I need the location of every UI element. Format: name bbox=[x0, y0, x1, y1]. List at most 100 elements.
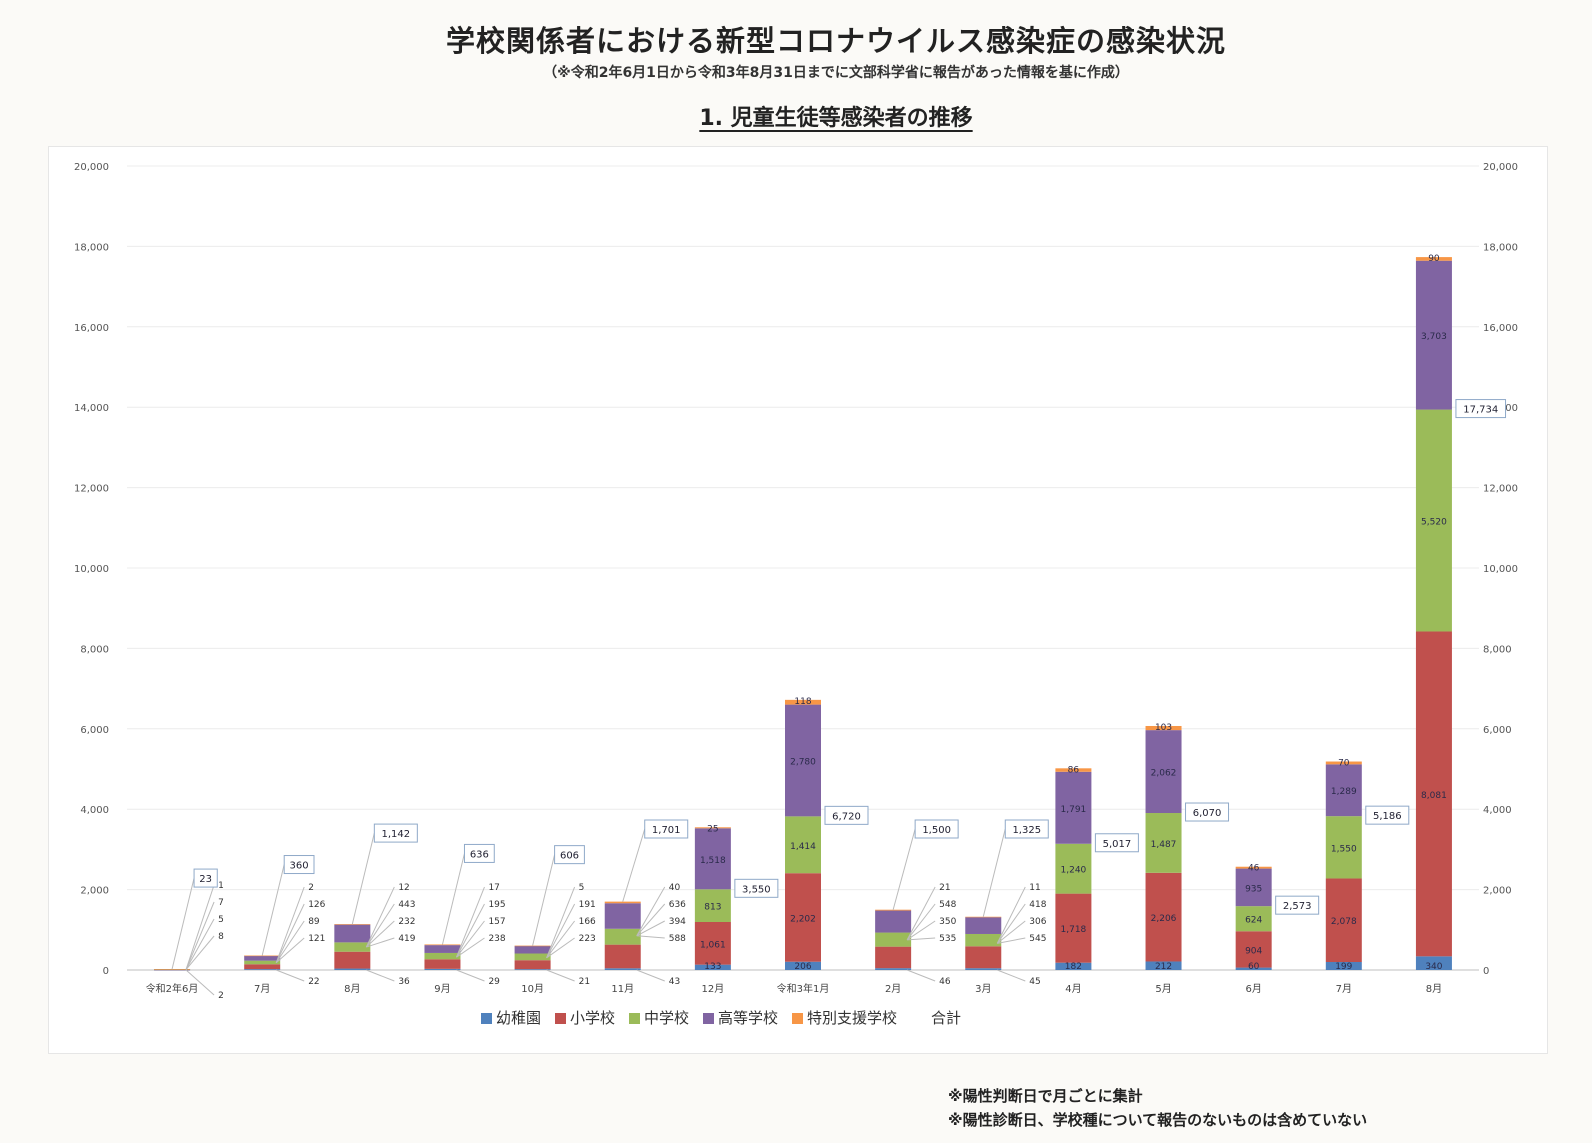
x-tick-label: 令和3年1月 bbox=[777, 982, 830, 995]
segment-value-label: 1,487 bbox=[1151, 840, 1177, 850]
leader-line bbox=[365, 903, 395, 948]
total-label-box bbox=[1185, 802, 1230, 822]
bar-segment bbox=[785, 704, 821, 817]
bar-segment bbox=[334, 924, 371, 943]
bar-segment bbox=[1145, 872, 1182, 962]
x-tick-label: 5月 bbox=[1155, 983, 1171, 995]
segment-value-label: 182 bbox=[1065, 962, 1082, 972]
total-label: 636 bbox=[470, 849, 489, 860]
bar-segment bbox=[334, 942, 371, 952]
y-tick-label-left: 18,000 bbox=[74, 242, 109, 253]
bar-segment bbox=[514, 960, 551, 970]
leader-line bbox=[456, 937, 485, 958]
total-label-box bbox=[1094, 833, 1139, 853]
segment-value-label: 1 bbox=[218, 881, 224, 891]
leader-line bbox=[997, 969, 1026, 982]
bar-segment bbox=[604, 903, 641, 929]
total-label: 606 bbox=[560, 851, 579, 862]
segment-value-label: 535 bbox=[939, 934, 956, 944]
bar-segment bbox=[1145, 813, 1182, 873]
bar-segment bbox=[1055, 893, 1092, 963]
segment-value-label: 29 bbox=[488, 977, 500, 987]
segment-value-label: 350 bbox=[939, 917, 956, 927]
leader-line bbox=[456, 920, 485, 958]
segment-value-label: 2,202 bbox=[790, 914, 816, 924]
total-label: 23 bbox=[199, 874, 212, 885]
footnote-2: ※陽性診断日、学校種について報告のないものは含めていない bbox=[948, 1111, 1368, 1129]
leader-line bbox=[276, 969, 305, 982]
bar-segment bbox=[1235, 866, 1272, 869]
leader-line bbox=[622, 828, 646, 902]
y-tick-label-right: 20,000 bbox=[1483, 162, 1518, 173]
y-tick-label-right: 6,000 bbox=[1483, 725, 1512, 736]
segment-value-label: 5 bbox=[579, 883, 585, 893]
segment-value-label: 1,289 bbox=[1331, 787, 1357, 797]
y-tick-label-left: 6,000 bbox=[80, 725, 109, 736]
bar-segment bbox=[1055, 768, 1092, 772]
y-tick-label-right: 0 bbox=[1483, 966, 1489, 977]
segment-value-label: 2,062 bbox=[1151, 769, 1177, 779]
bar-segment bbox=[1415, 260, 1452, 410]
leader-line bbox=[441, 853, 465, 945]
leader-line bbox=[365, 920, 395, 948]
bar-segment bbox=[785, 816, 821, 874]
bar-segment bbox=[154, 969, 191, 971]
segment-value-label: 103 bbox=[1155, 723, 1172, 733]
page-subtitle: （※令和2年6月1日から令和3年8月31日までに文部科学省に報告があった情報を基… bbox=[543, 65, 1129, 81]
total-label-box bbox=[1365, 805, 1410, 825]
leader-line bbox=[996, 903, 1026, 944]
segment-value-label: 70 bbox=[1338, 759, 1350, 769]
x-tick-label: 9月 bbox=[434, 983, 450, 995]
bar-segment bbox=[1235, 868, 1272, 907]
segment-value-label: 232 bbox=[398, 917, 415, 927]
leader-line bbox=[997, 937, 1026, 944]
leader-line bbox=[351, 832, 375, 925]
segment-value-label: 624 bbox=[1245, 916, 1262, 926]
bar-segment bbox=[1325, 764, 1362, 817]
bar-segment bbox=[424, 945, 461, 953]
total-label-box bbox=[1455, 399, 1507, 419]
y-tick-label-right: 18,000 bbox=[1483, 242, 1518, 253]
leader-line bbox=[185, 884, 215, 970]
bar-segment bbox=[875, 946, 912, 969]
segment-value-label: 195 bbox=[488, 900, 505, 910]
y-tick-label-left: 4,000 bbox=[80, 805, 109, 816]
total-label-box bbox=[914, 819, 959, 839]
segment-value-label: 545 bbox=[1029, 934, 1046, 944]
segment-value-label: 126 bbox=[308, 900, 325, 910]
y-tick-label-right: 2,000 bbox=[1483, 886, 1512, 897]
segment-value-label: 394 bbox=[669, 917, 686, 927]
segment-value-label: 306 bbox=[1029, 917, 1046, 927]
segment-value-label: 86 bbox=[1068, 765, 1080, 775]
bar-segment bbox=[1235, 906, 1272, 932]
y-tick-label-left: 16,000 bbox=[74, 323, 109, 334]
segment-value-label: 813 bbox=[704, 903, 721, 913]
bar-segment bbox=[875, 909, 912, 911]
bar-segment bbox=[785, 699, 821, 705]
section-title-text: 1. 児童生徒等感染者の推移 bbox=[699, 106, 973, 131]
bar-segment bbox=[694, 889, 731, 923]
leader-line bbox=[185, 935, 215, 970]
bar-segment bbox=[604, 968, 641, 970]
segment-value-label: 548 bbox=[939, 900, 956, 910]
bar-segment bbox=[334, 951, 371, 969]
segment-value-label: 1,791 bbox=[1061, 805, 1087, 815]
y-tick-label-left: 8,000 bbox=[80, 644, 109, 655]
segment-value-label: 2,078 bbox=[1331, 917, 1357, 927]
segment-value-label: 25 bbox=[707, 824, 718, 834]
x-tick-label: 2月 bbox=[885, 983, 901, 995]
segment-value-label: 121 bbox=[308, 934, 325, 944]
leader-line bbox=[456, 886, 485, 958]
bar-segment bbox=[1055, 771, 1092, 844]
bar-segment bbox=[875, 910, 912, 933]
footnotes: ※陽性判断日で月ごとに集計 ※陽性診断日、学校種について報告のないものは含めてい… bbox=[948, 1084, 1367, 1132]
bar-segment bbox=[1055, 843, 1092, 894]
segment-value-label: 1,718 bbox=[1061, 925, 1087, 935]
total-label-box bbox=[824, 805, 869, 825]
bar-segment bbox=[604, 944, 641, 969]
segment-value-label: 419 bbox=[398, 934, 415, 944]
bar-segment bbox=[1145, 961, 1182, 970]
segment-value-label: 2 bbox=[308, 883, 314, 893]
segment-value-label: 2,206 bbox=[1151, 914, 1177, 924]
legend-label-total: 合計 bbox=[931, 1009, 961, 1027]
